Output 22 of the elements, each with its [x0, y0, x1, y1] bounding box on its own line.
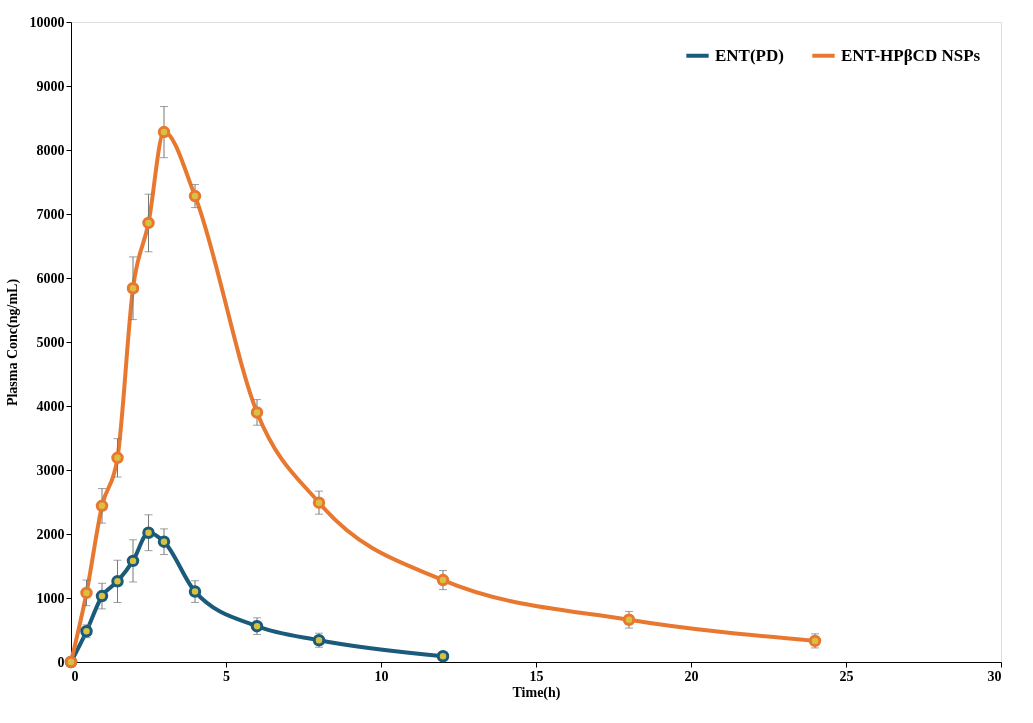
y-axis-title: Plasma Conc(ng/mL): [4, 278, 21, 407]
x-tick-label: 30: [987, 668, 1002, 684]
legend-label: ENT-HPβCD NSPs: [841, 45, 981, 65]
y-tick-label: 3000: [36, 462, 65, 478]
y-tick-label: 2000: [36, 526, 65, 542]
y-tick-label: 10000: [29, 14, 65, 30]
y-tick-label: 4000: [36, 398, 65, 414]
legend-label: ENT(PD): [715, 45, 784, 65]
x-tick-label: 5: [223, 668, 230, 684]
x-tick-label: 20: [684, 668, 699, 684]
x-tick-label: 15: [529, 668, 544, 684]
x-tick-label: 25: [839, 668, 854, 684]
y-tick-label: 6000: [36, 270, 65, 286]
y-tick-label: 7000: [36, 206, 65, 222]
x-axis-title: Time(h): [512, 684, 561, 701]
y-tick-label: 9000: [36, 78, 65, 94]
y-tick-label: 0: [57, 654, 65, 670]
x-tick-label: 10: [374, 668, 389, 684]
y-tick-label: 5000: [36, 334, 65, 350]
y-tick-label: 8000: [36, 142, 65, 158]
y-tick-label: 1000: [36, 590, 65, 606]
x-tick-label: 0: [71, 668, 79, 684]
